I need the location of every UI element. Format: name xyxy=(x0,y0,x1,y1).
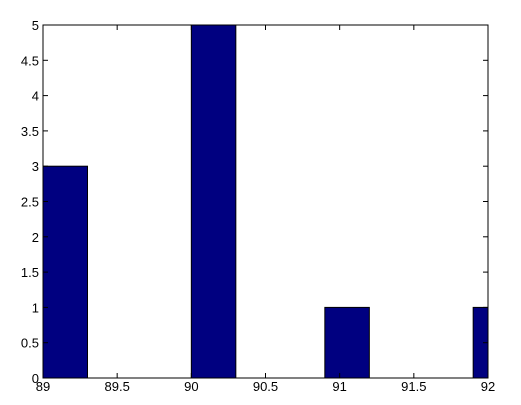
x-tick-label: 91 xyxy=(332,379,346,394)
y-tick-label: 4.5 xyxy=(21,53,39,68)
y-tick-label: 3 xyxy=(32,159,39,174)
y-tick-label: 4 xyxy=(32,89,39,104)
y-tick-label: 5 xyxy=(32,18,39,33)
plot-area-frame xyxy=(42,24,489,379)
y-tick-label: 3.5 xyxy=(21,124,39,139)
tick-marks-group xyxy=(42,24,489,379)
x-tick-label: 89.5 xyxy=(105,379,130,394)
y-tick-label: 0.5 xyxy=(21,336,39,351)
x-tick-label: 92 xyxy=(481,379,495,394)
x-tick-label: 90.5 xyxy=(253,379,278,394)
histogram-bar-1 xyxy=(42,165,88,379)
y-tick-label: 1 xyxy=(32,300,39,315)
y-tick-label: 2 xyxy=(32,230,39,245)
histogram-bar-3 xyxy=(324,306,370,379)
y-tick-label: 1.5 xyxy=(21,265,39,280)
y-tick-label: 2.5 xyxy=(21,195,39,210)
x-tick-label: 89 xyxy=(36,379,50,394)
y-tick-label: 0 xyxy=(32,371,39,386)
y-axis-tick-labels: 0 0.5 1 1.5 2 2.5 3 3.5 4 4.5 5 xyxy=(21,18,39,386)
x-tick-label: 91.5 xyxy=(401,379,426,394)
x-tick-label: 90 xyxy=(184,379,198,394)
histogram-bar-2 xyxy=(190,24,237,379)
bars-group xyxy=(42,24,489,379)
x-axis-tick-labels: 89 89.5 90 90.5 91 91.5 92 xyxy=(36,379,495,394)
